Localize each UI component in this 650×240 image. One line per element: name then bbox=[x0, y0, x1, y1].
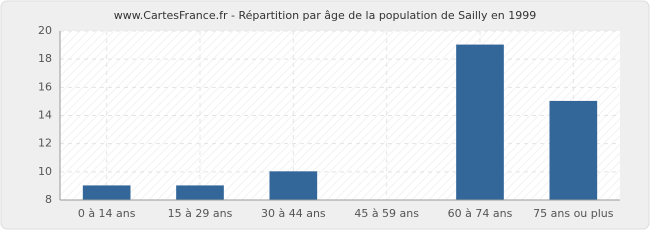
x-tick-label: 60 à 74 ans bbox=[448, 207, 513, 220]
bar bbox=[176, 185, 224, 201]
chart-title: www.CartesFrance.fr - Répartition par âg… bbox=[114, 9, 536, 22]
y-tick-label: 10 bbox=[38, 165, 52, 178]
y-tick-label: 14 bbox=[38, 109, 52, 122]
x-tick-label: 0 à 14 ans bbox=[78, 207, 136, 220]
y-tick-label: 12 bbox=[38, 137, 52, 150]
page: www.CartesFrance.fr - Répartition par âg… bbox=[0, 0, 650, 230]
x-tick-label: 30 à 44 ans bbox=[261, 207, 326, 220]
x-tick-label: 15 à 29 ans bbox=[168, 207, 233, 220]
x-tick-label: 45 à 59 ans bbox=[354, 207, 419, 220]
bar bbox=[82, 185, 131, 201]
y-tick-label: 20 bbox=[38, 24, 52, 37]
bar bbox=[549, 100, 598, 201]
bar bbox=[456, 44, 504, 201]
chart: www.CartesFrance.fr - Répartition par âg… bbox=[0, 0, 650, 230]
y-tick-label: 8 bbox=[45, 193, 52, 206]
y-tick-label: 16 bbox=[38, 80, 52, 93]
bar bbox=[269, 171, 318, 201]
y-tick-label: 18 bbox=[38, 52, 52, 65]
x-tick-label: 75 ans ou plus bbox=[533, 207, 614, 220]
